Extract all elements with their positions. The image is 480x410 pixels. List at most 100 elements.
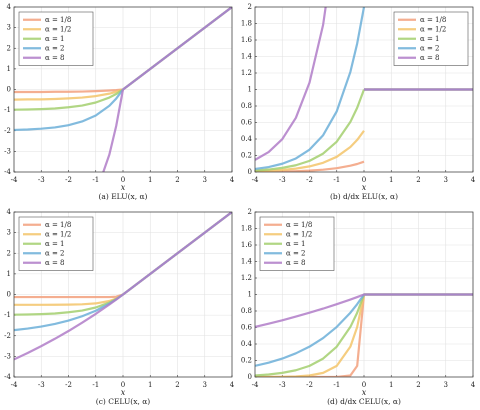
x-tick-label: -2 — [306, 176, 313, 184]
y-tick-label: -1 — [4, 106, 11, 114]
y-tick-label: 1.6 — [241, 36, 253, 44]
legend-label: α = 1/2 — [286, 230, 312, 238]
caption: (c) CELU(x, α) — [96, 397, 151, 406]
y-tick-label: -1 — [4, 311, 11, 319]
series-group — [14, 212, 232, 361]
x-tick-label: -4 — [252, 381, 259, 389]
y-tick-label: 1.4 — [241, 258, 253, 266]
axes-frame — [13, 211, 233, 378]
series-line — [255, 293, 473, 328]
legend-label: α = 1 — [45, 240, 65, 248]
y-tick-label: 0.2 — [241, 357, 252, 365]
legend-label: α = 1/8 — [45, 221, 71, 229]
x-tick-label: 1 — [389, 381, 393, 389]
x-tick-label: 3 — [444, 176, 448, 184]
legend-label: α = 1/2 — [45, 25, 71, 33]
y-tick-label: -4 — [4, 373, 11, 381]
y-tick-label: 1.4 — [241, 53, 253, 61]
y-tick-label: 0 — [248, 373, 252, 381]
legend-label: α = 1/8 — [420, 16, 446, 24]
series-line — [14, 7, 232, 132]
x-tick-label: -1 — [92, 176, 99, 184]
y-tick-label: -2 — [4, 332, 11, 340]
axes-frame — [254, 6, 474, 173]
legend-label: α = 2 — [45, 249, 65, 257]
series-line — [14, 7, 232, 111]
y-tick-label: 2 — [248, 208, 252, 216]
x-tick-label: -2 — [65, 381, 72, 389]
x-tick-label: 4 — [230, 176, 235, 184]
y-tick-label: 1 — [248, 86, 252, 94]
y-tick-label: -3 — [4, 352, 11, 360]
y-tick-label: 1.8 — [241, 225, 252, 233]
x-tick-label: -3 — [38, 176, 45, 184]
x-tick-label: 2 — [175, 381, 179, 389]
y-tick-label: 1.6 — [241, 241, 253, 249]
y-tick-label: -4 — [4, 168, 11, 176]
y-tick-label: 0.2 — [241, 152, 252, 160]
x-tick-label: 3 — [444, 381, 448, 389]
x-axis-label: x — [121, 183, 126, 192]
x-axis-label: x — [362, 183, 367, 192]
x-tick-label: 3 — [203, 176, 207, 184]
x-tick-label: 1 — [148, 176, 152, 184]
y-tick-label: 0.8 — [241, 307, 252, 315]
series-line — [255, 293, 473, 367]
y-tick-label: 1 — [248, 291, 252, 299]
x-tick-label: -2 — [306, 381, 313, 389]
series-line — [102, 7, 232, 172]
x-tick-label: 4 — [471, 381, 476, 389]
caption: (d) d/dx CELU(x, α) — [327, 397, 401, 406]
caption: (a) ELU(x, α) — [99, 192, 148, 201]
x-tick-label: 0 — [362, 176, 366, 184]
series-line — [255, 7, 473, 161]
y-tick-label: 3 — [7, 229, 11, 237]
series-line — [255, 293, 473, 377]
y-tick-label: -3 — [4, 147, 11, 155]
x-tick-label: 1 — [389, 176, 393, 184]
x-tick-label: 4 — [230, 381, 235, 389]
series-line — [14, 7, 232, 101]
series-line — [255, 293, 473, 377]
y-tick-label: 0.6 — [241, 324, 253, 332]
x-tick-label: -2 — [65, 176, 72, 184]
x-tick-label: 2 — [175, 176, 179, 184]
axes-frame — [254, 211, 474, 378]
y-tick-label: 2 — [7, 249, 11, 257]
y-tick-label: 2 — [248, 3, 252, 11]
x-tick-label: 2 — [416, 176, 420, 184]
x-tick-label: 0 — [121, 176, 125, 184]
y-tick-label: 0 — [7, 86, 11, 94]
x-tick-label: -3 — [38, 381, 45, 389]
y-tick-label: -2 — [4, 127, 11, 135]
y-tick-label: 1 — [7, 65, 11, 73]
y-tick-label: 1.2 — [241, 69, 252, 77]
legend-label: α = 1/2 — [45, 230, 71, 238]
y-tick-label: 0 — [7, 291, 11, 299]
y-tick-label: 0.8 — [241, 102, 252, 110]
y-tick-label: 0.6 — [241, 119, 253, 127]
legend-label: α = 1 — [286, 240, 306, 248]
x-tick-label: -1 — [333, 176, 340, 184]
x-tick-label: 1 — [148, 381, 152, 389]
legend-label: α = 8 — [45, 54, 65, 62]
y-tick-label: 4 — [7, 208, 12, 216]
caption: (b) d/dx ELU(x, α) — [330, 192, 398, 201]
x-tick-label: -3 — [279, 381, 286, 389]
series-line — [14, 212, 232, 361]
x-tick-label: -3 — [279, 176, 286, 184]
x-axis-label: x — [362, 388, 367, 397]
legend-label: α = 1 — [45, 35, 65, 43]
legend-label: α = 8 — [420, 54, 440, 62]
x-tick-label: -1 — [333, 381, 340, 389]
axes-frame — [13, 6, 233, 173]
legend-label: α = 2 — [420, 44, 440, 52]
series-group — [14, 7, 232, 172]
legend-label: α = 8 — [45, 259, 65, 267]
x-tick-label: 0 — [121, 381, 125, 389]
x-tick-label: -4 — [252, 176, 259, 184]
legend-label: α = 1/2 — [420, 25, 446, 33]
y-tick-label: 0.4 — [241, 135, 253, 143]
x-tick-label: 0 — [362, 381, 366, 389]
legend-label: α = 1 — [420, 35, 440, 43]
